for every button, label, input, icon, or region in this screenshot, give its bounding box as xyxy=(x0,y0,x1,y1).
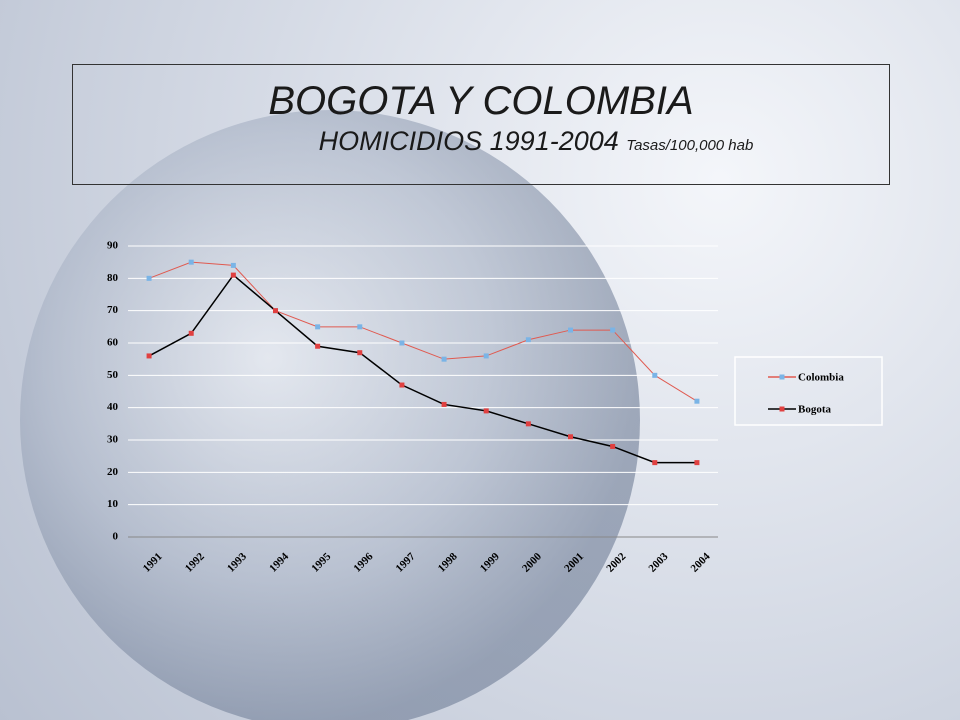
point xyxy=(188,330,194,336)
subtitle: HOMICIDIOS 1991-2004 xyxy=(318,126,619,156)
title-box: BOGOTA Y COLOMBIA HOMICIDIOS 1991-2004 T… xyxy=(72,64,890,185)
point xyxy=(399,382,405,388)
point xyxy=(230,262,236,268)
point xyxy=(568,434,573,440)
x-tick-label: 1998 xyxy=(436,550,460,574)
y-tick-label: 50 xyxy=(107,369,119,381)
legend-marker xyxy=(779,406,785,412)
subtitle-line: HOMICIDIOS 1991-2004 Tasas/100,000 hab xyxy=(73,123,889,164)
legend-marker xyxy=(779,374,785,380)
x-tick-label: 1995 xyxy=(309,550,333,574)
x-tick-label: 2002 xyxy=(604,550,628,574)
legend-label: Colombia xyxy=(798,372,844,384)
y-tick-label: 20 xyxy=(107,466,119,478)
point xyxy=(357,324,363,330)
y-tick-label: 0 xyxy=(113,531,119,543)
x-tick-label: 1993 xyxy=(225,550,249,574)
y-tick-label: 80 xyxy=(107,272,119,284)
point xyxy=(399,340,405,346)
y-tick-label: 70 xyxy=(107,304,119,316)
point xyxy=(694,460,700,466)
point xyxy=(652,372,658,378)
point xyxy=(315,343,321,349)
point xyxy=(188,259,194,265)
legend-label: Bogota xyxy=(798,404,832,416)
series-line xyxy=(148,261,698,402)
x-tick-label: 1994 xyxy=(267,550,291,574)
point xyxy=(146,353,152,359)
x-tick-label: 2004 xyxy=(689,550,713,574)
point xyxy=(483,353,489,359)
x-tick-label: 1991 xyxy=(141,551,165,575)
x-tick-label: 2000 xyxy=(520,550,544,574)
point xyxy=(230,272,236,278)
point xyxy=(525,337,531,343)
point xyxy=(315,324,321,330)
units: Tasas/100,000 hab xyxy=(626,137,754,154)
point xyxy=(441,401,447,407)
y-tick-label: 90 xyxy=(107,240,119,252)
series-line xyxy=(148,274,697,464)
point xyxy=(694,398,700,404)
y-tick-label: 60 xyxy=(107,337,119,349)
point xyxy=(441,356,447,362)
point xyxy=(525,421,531,427)
point xyxy=(483,408,489,414)
point xyxy=(273,308,278,314)
point xyxy=(610,327,616,333)
x-tick-label: 2003 xyxy=(646,550,670,574)
y-tick-label: 30 xyxy=(107,434,119,446)
x-tick-label: 2001 xyxy=(562,551,586,575)
y-tick-label: 40 xyxy=(107,401,119,413)
x-tick-label: 1992 xyxy=(183,550,207,574)
x-tick-label: 1996 xyxy=(351,550,375,574)
legend-box xyxy=(734,356,883,426)
point xyxy=(357,350,363,356)
point xyxy=(652,460,658,466)
point xyxy=(610,443,616,449)
chart-title: BOGOTA Y COLOMBIA xyxy=(268,79,694,123)
y-tick-label: 10 xyxy=(107,498,119,510)
x-tick-label: 1997 xyxy=(394,550,418,574)
point xyxy=(568,327,573,333)
x-tick-label: 1999 xyxy=(478,550,502,574)
point xyxy=(146,275,152,281)
